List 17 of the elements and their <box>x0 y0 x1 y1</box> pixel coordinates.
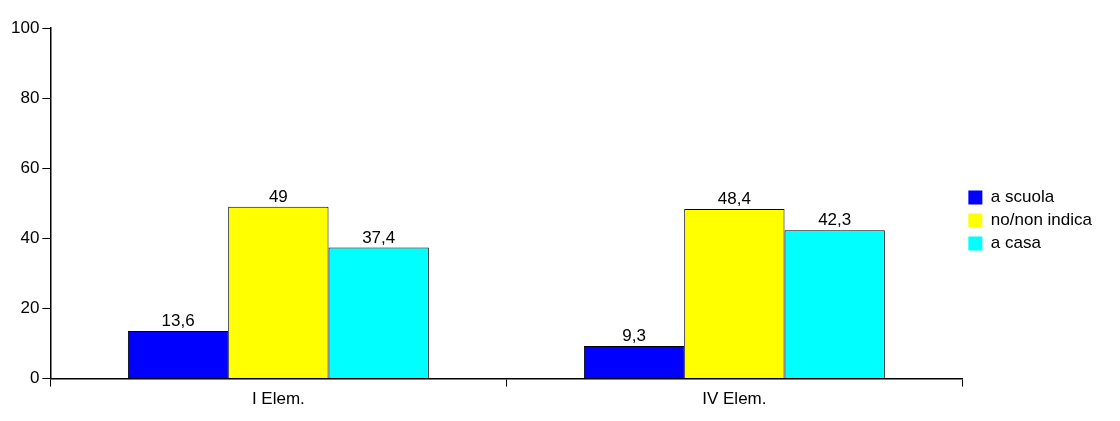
data-label: 42,3 <box>818 210 852 230</box>
legend-label: a scuola <box>990 187 1055 207</box>
y-tick-label: 40 <box>20 228 40 248</box>
data-label: 48,4 <box>717 189 751 209</box>
data-label: 9,3 <box>622 326 646 346</box>
y-tick-label: 100 <box>10 17 40 37</box>
data-label: 49 <box>268 186 288 206</box>
x-tick-label: I Elem. <box>251 389 305 409</box>
x-tick-label: IV Elem. <box>702 389 767 409</box>
y-tick-label: 20 <box>20 298 40 318</box>
y-tick-label: 80 <box>20 87 40 107</box>
data-label: 13,6 <box>161 311 195 331</box>
y-tick-label: 60 <box>20 157 40 177</box>
y-tick-label: 0 <box>29 368 40 388</box>
data-label: 37,4 <box>362 227 396 247</box>
legend-label: no/non indica <box>990 210 1093 230</box>
legend-label: a casa <box>990 233 1042 253</box>
